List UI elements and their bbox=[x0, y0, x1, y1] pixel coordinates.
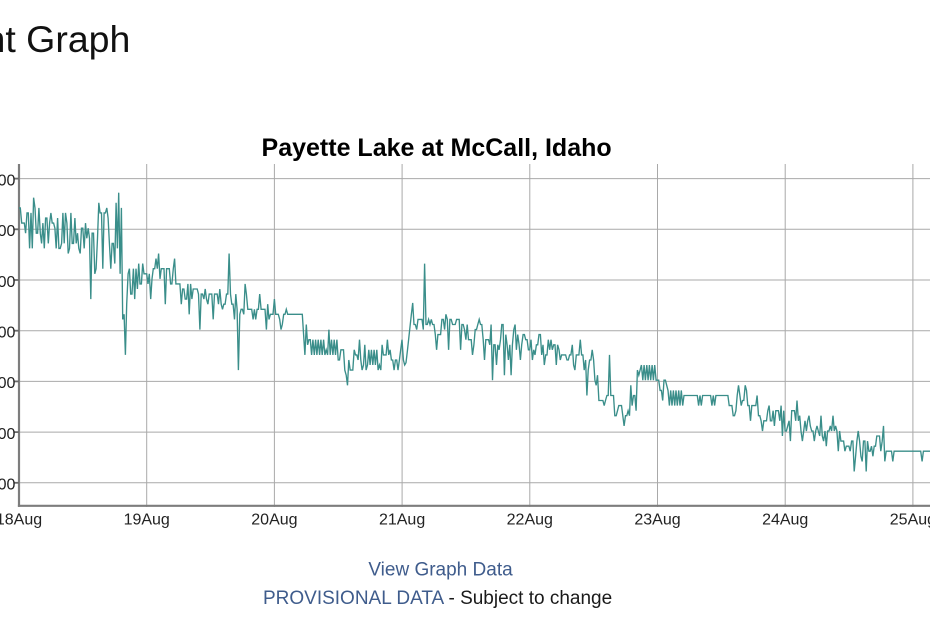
svg-text:22Aug: 22Aug bbox=[507, 512, 553, 529]
svg-text:4800: 4800 bbox=[0, 172, 16, 189]
svg-text:20Aug: 20Aug bbox=[251, 512, 297, 529]
svg-text:4800: 4800 bbox=[0, 325, 16, 342]
svg-text:23Aug: 23Aug bbox=[634, 512, 680, 529]
svg-text:19Aug: 19Aug bbox=[124, 512, 170, 529]
svg-text:25Aug: 25Aug bbox=[890, 512, 930, 529]
svg-text:4800: 4800 bbox=[0, 223, 16, 240]
svg-text:Payette Lake at McCall, Idaho: Payette Lake at McCall, Idaho bbox=[262, 134, 612, 162]
svg-text:4800: 4800 bbox=[0, 426, 16, 443]
svg-text:18Aug: 18Aug bbox=[0, 512, 42, 529]
svg-text:View Graph Data: View Graph Data bbox=[368, 560, 513, 581]
svg-text:Current Graph: Current Graph bbox=[0, 18, 130, 60]
svg-text:PROVISIONAL DATA - Subject to: PROVISIONAL DATA - Subject to change bbox=[263, 588, 612, 609]
svg-text:21Aug: 21Aug bbox=[379, 512, 425, 529]
svg-text:4800: 4800 bbox=[0, 375, 16, 392]
svg-text:24Aug: 24Aug bbox=[762, 512, 808, 529]
svg-text:4800: 4800 bbox=[0, 477, 16, 494]
svg-text:4800: 4800 bbox=[0, 274, 16, 291]
